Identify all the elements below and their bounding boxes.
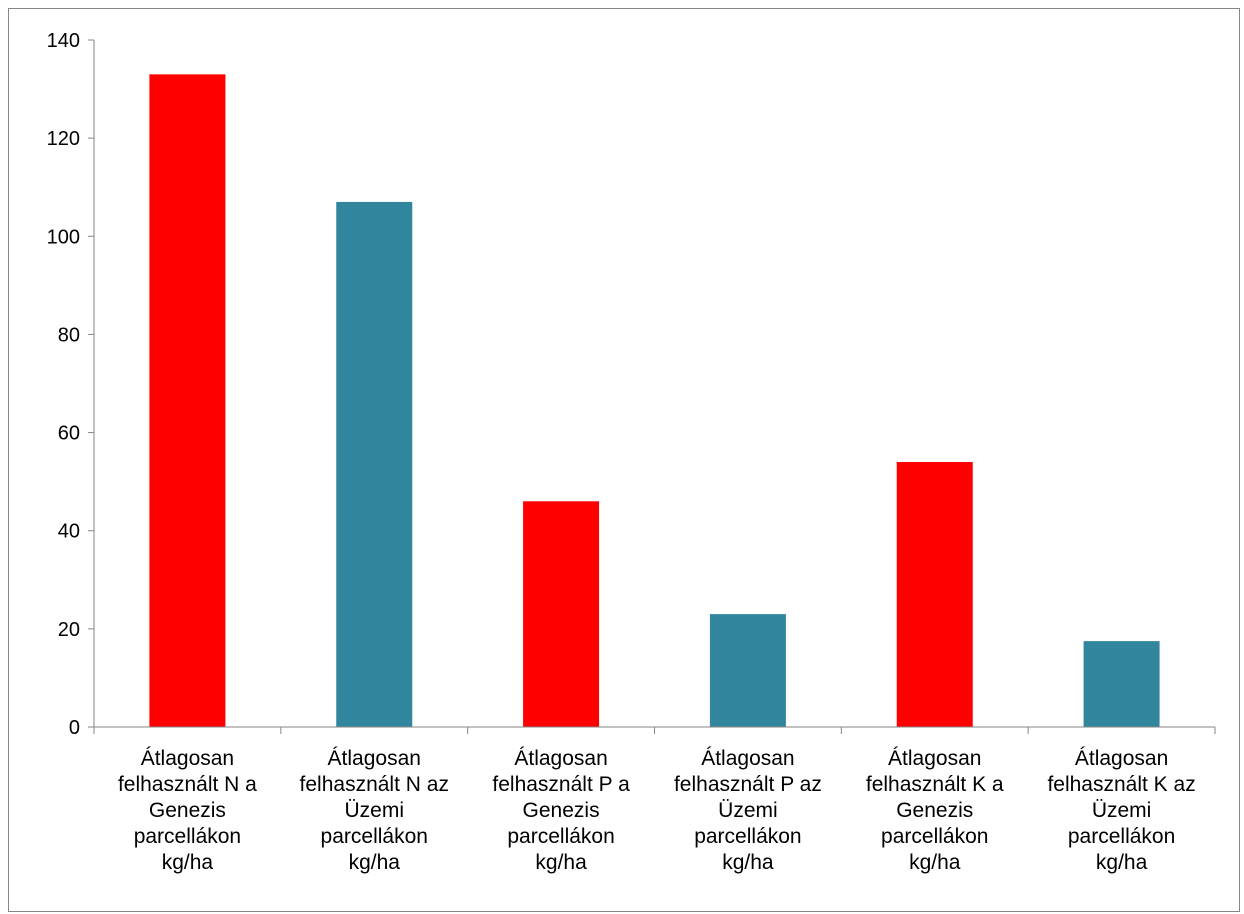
y-tick-label: 140 [47, 30, 80, 52]
y-tick-label: 100 [47, 226, 80, 248]
x-category-label-line: felhasznált N a [118, 773, 257, 796]
bar-chart: 0 20 40 60 80 100 120 140 Átlagosan felhasznált N… [47, 30, 1216, 874]
bar-5 [896, 462, 973, 727]
x-category-label-line: parcellákon [134, 825, 241, 848]
x-category-label-line: Genezis [523, 799, 600, 822]
axes-layer [88, 39, 1216, 734]
y-tick-label: 40 [58, 521, 80, 543]
x-category-label-line: Átlagosan [888, 747, 981, 770]
x-category-label-line: Átlagosan [1075, 747, 1168, 770]
y-tick-label: 20 [58, 619, 80, 641]
x-category-label-line: Átlagosan [328, 747, 421, 770]
x-category-label-line: Átlagosan [701, 747, 794, 770]
x-category-label-line: felhasznált K a [866, 773, 1004, 796]
x-category-label-line: parcellákon [321, 825, 428, 848]
x-category-label-line: felhasznált N az [300, 773, 449, 796]
x-category-label: Átlagosan felhasznált N az Üzemi parcelláko… [300, 747, 449, 874]
y-tick-label: 60 [58, 423, 80, 445]
x-category-label-line: kg/ha [349, 851, 401, 874]
bars-layer [149, 74, 1160, 728]
x-category-label-line: kg/ha [1096, 851, 1148, 874]
x-category-label: Átlagosan felhasznált P a Genezis parcellák… [492, 747, 630, 874]
x-category-label-line: Átlagosan [141, 747, 234, 770]
labels-layer: 0 20 40 60 80 100 120 140 Átlagosan felhasznált N… [47, 30, 1196, 874]
x-category-label-line: felhasznált P a [492, 773, 630, 796]
x-category-label-line: Üzemi [344, 799, 404, 822]
x-category-label-line: Üzemi [718, 799, 778, 822]
x-category-label: Átlagosan felhasznált K az Üzemi parcelláko… [1047, 747, 1195, 874]
x-category-label-line: parcellákon [694, 825, 801, 848]
x-category-label-line: Genezis [896, 799, 973, 822]
bar-4 [709, 614, 786, 727]
y-tick-label: 80 [58, 324, 80, 346]
chart-frame: 0 20 40 60 80 100 120 140 Átlagosan felhasznált N… [8, 8, 1240, 912]
bar-2 [336, 201, 413, 727]
x-category-label-line: kg/ha [535, 851, 587, 874]
x-category-label-line: felhasznált P az [674, 773, 822, 796]
x-category-label-line: kg/ha [909, 851, 961, 874]
x-category-label-line: Átlagosan [514, 747, 607, 770]
bar-1 [149, 74, 226, 728]
x-category-label-line: Genezis [149, 799, 226, 822]
bar-3 [523, 501, 600, 727]
x-category-label-line: kg/ha [162, 851, 214, 874]
y-tick-label: 120 [47, 128, 80, 150]
x-category-label-line: felhasznált K az [1047, 773, 1195, 796]
x-category-label-line: parcellákon [507, 825, 614, 848]
x-category-label-line: parcellákon [881, 825, 988, 848]
x-category-label: Átlagosan felhasznált K a Genezis parcellák… [866, 747, 1004, 874]
x-category-label: Átlagosan felhasznált P az Üzemi parcelláko… [674, 747, 822, 874]
y-tick-label: 0 [69, 717, 80, 739]
bar-6 [1083, 641, 1160, 727]
x-category-label-line: Üzemi [1092, 799, 1152, 822]
x-category-label: Átlagosan felhasznált N a Genezis parcellák… [118, 747, 257, 874]
x-category-label-line: parcellákon [1068, 825, 1175, 848]
x-category-label-line: kg/ha [722, 851, 774, 874]
